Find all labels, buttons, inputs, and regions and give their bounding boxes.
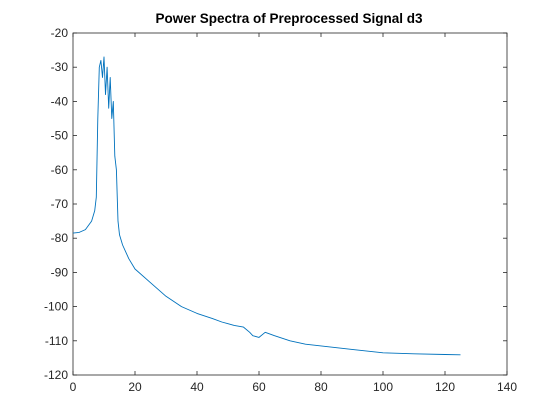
x-tick-label: 100 <box>373 380 393 394</box>
y-tick-label: -70 <box>51 197 69 211</box>
x-tick-label: 140 <box>497 380 517 394</box>
y-tick-label: -40 <box>51 94 69 108</box>
x-tick-label: 0 <box>70 380 77 394</box>
y-tick-label: -110 <box>45 334 68 348</box>
y-tick-label: -80 <box>51 231 69 245</box>
series-line <box>72 56 461 356</box>
y-tick-label: -90 <box>51 265 69 279</box>
y-tick-label: -30 <box>51 60 69 74</box>
chart-title: Power Spectra of Preprocessed Signal d3 <box>155 11 423 26</box>
plot-lines <box>72 56 461 356</box>
y-tick-label: -100 <box>44 300 68 314</box>
axis-ticks: 0 20 40 60 80 100 120 140 -20 -30 -40 -50 -60 -70 -80 -… <box>44 26 517 394</box>
x-tick-label: 120 <box>435 380 455 394</box>
x-tick-label: 60 <box>252 380 266 394</box>
y-tick-label: -50 <box>51 129 69 143</box>
x-tick-label: 40 <box>190 380 204 394</box>
y-tick-label: -120 <box>44 368 68 382</box>
x-tick-label: 20 <box>128 380 142 394</box>
y-tick-label: -60 <box>51 163 69 177</box>
plot-area <box>72 32 508 376</box>
x-tick-label: 80 <box>314 380 328 394</box>
y-tick-label: -20 <box>51 26 69 40</box>
